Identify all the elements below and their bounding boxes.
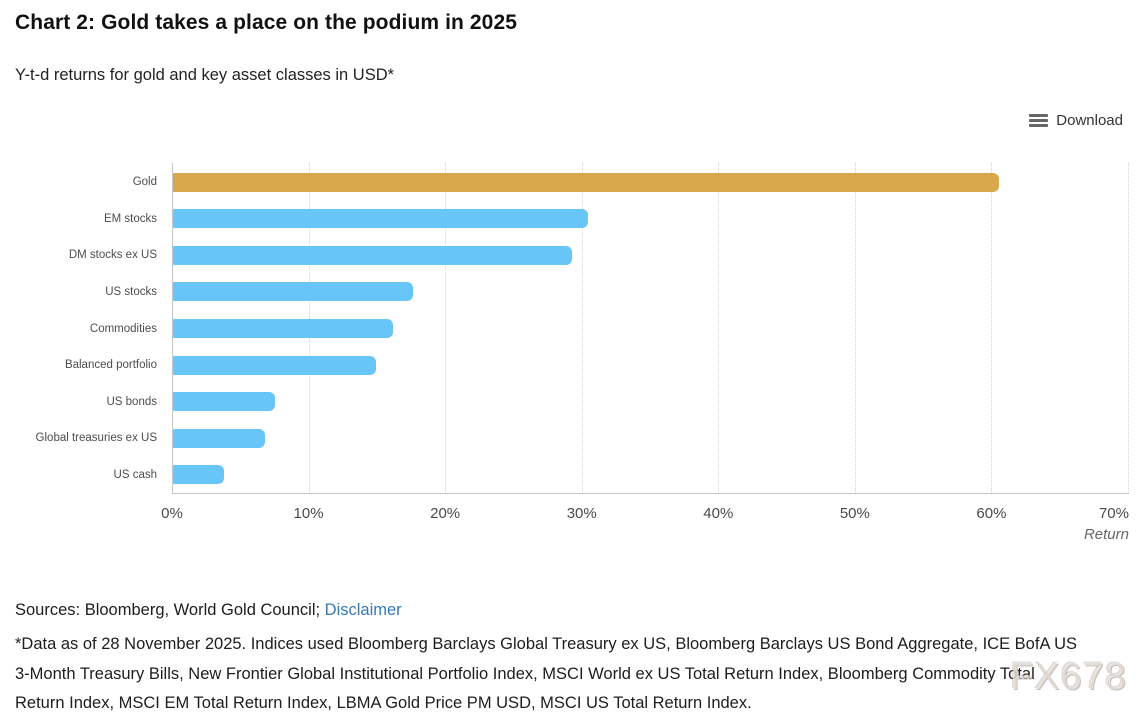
- bar-global-treasuries-ex-us[interactable]: [173, 428, 265, 448]
- gridline: [581, 163, 583, 493]
- chart-subtitle: Y-t-d returns for gold and key asset cla…: [15, 66, 395, 84]
- category-label: Gold: [132, 176, 157, 189]
- category-label: US bonds: [106, 395, 157, 408]
- chart-title: Chart 2: Gold takes a place on the podiu…: [15, 11, 518, 34]
- bar-chart: Gold EM stocks DM stocks ex US US stocks Com…: [35, 163, 1129, 543]
- gridline: [991, 163, 993, 493]
- download-label: Download: [1056, 112, 1123, 129]
- bar-dm-stocks-ex-us[interactable]: [173, 245, 572, 265]
- x-axis-title: Return: [1083, 526, 1129, 543]
- x-tick-label: 10%: [293, 505, 324, 522]
- download-button[interactable]: Download: [1029, 112, 1123, 129]
- category-label: DM stocks ex US: [68, 249, 157, 262]
- hamburger-menu-icon: [1029, 114, 1049, 127]
- category-label: Global treasuries ex US: [35, 432, 157, 445]
- gridline: [854, 163, 856, 493]
- footnote-text: *Data as of 28 November 2025. Indices us…: [15, 635, 1078, 712]
- gridline: [718, 163, 720, 493]
- category-label: Commodities: [89, 322, 157, 335]
- x-tick-label: 60%: [976, 505, 1007, 522]
- x-axis-line: [172, 493, 1129, 494]
- sources-line: Sources: Bloomberg, World Gold Council; …: [15, 601, 402, 620]
- bar-gold[interactable]: [173, 172, 1000, 192]
- category-label: Balanced portfolio: [64, 359, 157, 372]
- x-tick-label: 0%: [161, 505, 183, 522]
- bar-us-cash[interactable]: [173, 465, 224, 485]
- x-tick-label: 70%: [1098, 505, 1129, 522]
- category-label: US stocks: [105, 285, 157, 298]
- category-label: US cash: [113, 468, 157, 481]
- category-label: EM stocks: [103, 212, 157, 225]
- disclaimer-link[interactable]: Disclaimer: [324, 601, 402, 619]
- bar-commodities[interactable]: [173, 319, 393, 338]
- y-axis-line: [172, 163, 173, 494]
- x-tick-label: 30%: [566, 505, 597, 522]
- gridline: [1128, 163, 1129, 493]
- bar-us-stocks[interactable]: [173, 282, 414, 302]
- x-tick-label: 20%: [430, 505, 461, 522]
- bar-us-bonds[interactable]: [173, 392, 276, 412]
- gridline: [445, 163, 447, 493]
- x-tick-label: 50%: [839, 505, 870, 522]
- bar-balanced-portfolio[interactable]: [173, 355, 377, 375]
- sources-text: Sources: Bloomberg, World Gold Council;: [15, 601, 325, 619]
- x-tick-label: 40%: [703, 505, 734, 522]
- bar-em-stocks[interactable]: [173, 209, 589, 229]
